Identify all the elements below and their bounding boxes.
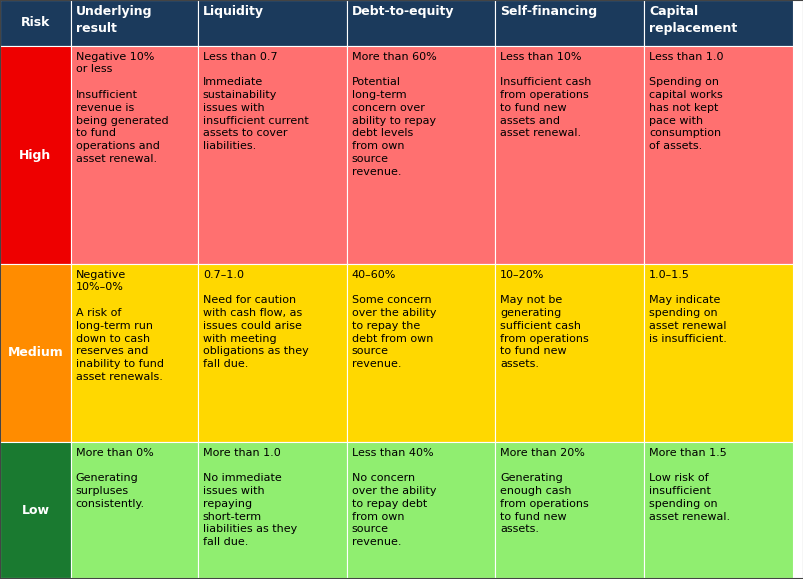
Bar xyxy=(0,46,71,264)
Text: 40–60%

Some concern
over the ability
to repay the
debt from own
source
revenue.: 40–60% Some concern over the ability to … xyxy=(351,269,435,369)
Bar xyxy=(643,46,792,264)
Bar xyxy=(198,264,346,442)
Text: Low: Low xyxy=(22,504,49,516)
Text: More than 1.0

No immediate
issues with
repaying
short-term
liabilities as they
: More than 1.0 No immediate issues with r… xyxy=(202,448,296,547)
Bar xyxy=(495,442,643,578)
Bar xyxy=(495,0,643,46)
Text: Self-financing: Self-financing xyxy=(499,5,597,19)
Bar xyxy=(643,264,792,442)
Bar xyxy=(346,46,495,264)
Bar xyxy=(198,0,346,46)
Text: 0.7–1.0

Need for caution
with cash flow, as
issues could arise
with meeting
obl: 0.7–1.0 Need for caution with cash flow,… xyxy=(202,269,308,369)
Bar xyxy=(495,46,643,264)
Text: Negative 10%
or less

Insufficient
revenue is
being generated
to fund
operations: Negative 10% or less Insufficient revenu… xyxy=(75,52,168,164)
Text: Medium: Medium xyxy=(7,346,63,360)
Bar xyxy=(71,46,198,264)
Bar xyxy=(71,442,198,578)
Bar xyxy=(198,442,346,578)
Text: Less than 40%

No concern
over the ability
to repay debt
from own
source
revenue: Less than 40% No concern over the abilit… xyxy=(351,448,435,547)
Text: Underlying
result: Underlying result xyxy=(75,5,152,35)
Bar xyxy=(0,0,71,46)
Text: 1.0–1.5

May indicate
spending on
asset renewal
is insufficient.: 1.0–1.5 May indicate spending on asset r… xyxy=(648,269,726,343)
Bar xyxy=(346,442,495,578)
Bar xyxy=(198,46,346,264)
Bar xyxy=(0,442,71,578)
Bar xyxy=(643,0,792,46)
Bar xyxy=(346,264,495,442)
Text: High: High xyxy=(19,148,51,162)
Text: 10–20%

May not be
generating
sufficient cash
from operations
to fund new
assets: 10–20% May not be generating sufficient … xyxy=(499,269,589,369)
Text: More than 1.5

Low risk of
insufficient
spending on
asset renewal.: More than 1.5 Low risk of insufficient s… xyxy=(648,448,729,522)
Bar xyxy=(346,0,495,46)
Text: Risk: Risk xyxy=(21,16,50,30)
Bar xyxy=(71,0,198,46)
Text: Debt-to-equity: Debt-to-equity xyxy=(351,5,454,19)
Text: Capital
replacement: Capital replacement xyxy=(648,5,736,35)
Text: Liquidity: Liquidity xyxy=(202,5,263,19)
Bar xyxy=(643,442,792,578)
Bar xyxy=(71,264,198,442)
Text: More than 0%

Generating
surpluses
consistently.: More than 0% Generating surpluses consis… xyxy=(75,448,153,509)
Text: Less than 1.0

Spending on
capital works
has not kept
pace with
consumption
of a: Less than 1.0 Spending on capital works … xyxy=(648,52,723,151)
Text: Negative
10%–0%

A risk of
long-term run
down to cash
reserves and
inability to : Negative 10%–0% A risk of long-term run … xyxy=(75,269,164,382)
Bar xyxy=(495,264,643,442)
Text: More than 60%

Potential
long-term
concern over
ability to repay
debt levels
fro: More than 60% Potential long-term concer… xyxy=(351,52,436,177)
Text: More than 20%

Generating
enough cash
from operations
to fund new
assets.: More than 20% Generating enough cash fro… xyxy=(499,448,589,534)
Bar xyxy=(0,264,71,442)
Text: Less than 0.7

Immediate
sustainability
issues with
insufficient current
assets : Less than 0.7 Immediate sustainability i… xyxy=(202,52,308,151)
Text: Less than 10%

Insufficient cash
from operations
to fund new
assets and
asset re: Less than 10% Insufficient cash from ope… xyxy=(499,52,591,138)
